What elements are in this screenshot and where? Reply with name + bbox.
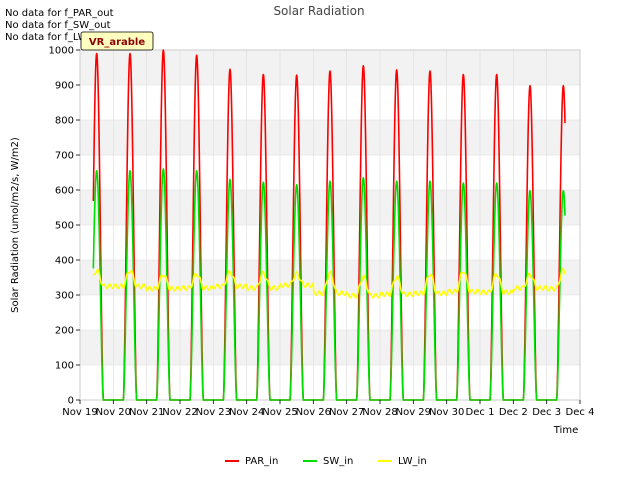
background-band [80, 120, 580, 155]
x-tick-label: Nov 26 [296, 407, 331, 418]
series-layer [92, 49, 566, 401]
background-bands [80, 50, 580, 365]
x-tick-label: Nov 21 [129, 407, 164, 418]
legend-label-lw-in: LW_in [398, 456, 427, 467]
x-tick-label: Dec 2 [499, 407, 528, 418]
x-tick-label: Dec 3 [532, 407, 561, 418]
no-data-messages: No data for f_PAR_out No data for f_SW_o… [5, 8, 114, 44]
x-tick-label: Dec 4 [566, 407, 595, 418]
x-tick-label: Nov 27 [329, 407, 364, 418]
y-tick-label: 200 [55, 326, 74, 337]
no-data-lw-out: No data for f_LW_out [5, 32, 109, 43]
grid-lines [79, 49, 581, 401]
y-tick-label: 500 [55, 221, 74, 232]
station-label-text: VR_arable [89, 37, 145, 48]
y-tick-label: 700 [55, 151, 74, 162]
series-line-lw-in [92, 267, 566, 299]
no-data-par-out: No data for f_PAR_out [5, 8, 114, 19]
x-tick-label: Dec 1 [466, 407, 495, 418]
legend-label-sw-in: SW_in [323, 456, 353, 467]
y-tick-label: 900 [55, 81, 74, 92]
background-band [80, 190, 580, 225]
y-tick-label: 1000 [49, 46, 74, 57]
legend-label-par-in: PAR_in [245, 456, 278, 467]
x-tick-label: Nov 20 [96, 407, 131, 418]
station-label-background [80, 31, 154, 51]
y-axis-ticks: 0 100 200 300 400 500 600 700 800 900 1000 [49, 46, 80, 407]
chart-title: Solar Radiation [273, 4, 364, 18]
x-tick-label: Nov 28 [362, 407, 397, 418]
y-tick-label: 600 [55, 186, 74, 197]
y-tick-label: 300 [55, 291, 74, 302]
x-tick-label: Nov 30 [429, 407, 464, 418]
x-tick-label: Nov 29 [396, 407, 431, 418]
x-tick-label: Nov 25 [262, 407, 297, 418]
x-tick-label: Nov 19 [62, 407, 97, 418]
legend: PAR_in SW_in LW_in [225, 456, 427, 467]
station-label-box: VR_arable [80, 31, 154, 51]
y-tick-label: 100 [55, 361, 74, 372]
x-tick-label: Nov 23 [196, 407, 231, 418]
x-axis-label: Time [553, 425, 578, 436]
series-line-sw-in [92, 168, 566, 401]
background-band [80, 330, 580, 365]
x-tick-label: Nov 22 [162, 407, 197, 418]
x-tick-label: Nov 24 [229, 407, 264, 418]
y-tick-label: 0 [68, 396, 74, 407]
background-band [80, 260, 580, 295]
no-data-sw-out: No data for f_SW_out [5, 20, 111, 31]
y-axis-label: Solar Radiation (umol/m2/s, W/m2) [10, 137, 21, 313]
y-tick-label: 400 [55, 256, 74, 267]
y-tick-label: 800 [55, 116, 74, 127]
